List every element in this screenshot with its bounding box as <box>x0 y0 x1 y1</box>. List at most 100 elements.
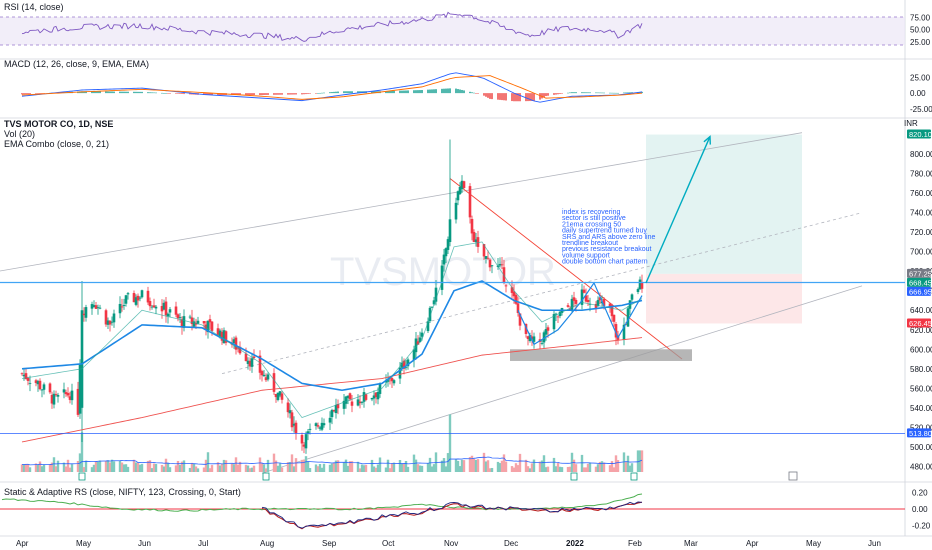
macd-hist-bar <box>533 93 535 101</box>
macd-hist-bar <box>97 91 99 94</box>
volume-bar <box>174 465 178 472</box>
candle-body <box>300 435 304 444</box>
candle-body <box>570 298 574 311</box>
volume-bar <box>106 460 110 472</box>
macd-hist-bar <box>617 92 619 94</box>
candle-body <box>66 393 70 396</box>
volume-bar <box>614 455 618 472</box>
candle-body <box>336 403 340 409</box>
candle-body <box>486 257 490 259</box>
volume-ma-line <box>21 456 643 466</box>
macd-hist-bar <box>501 93 503 101</box>
candle-body <box>206 320 210 333</box>
volume-bar <box>476 459 480 472</box>
time-axis[interactable]: Apr May Jun Jul Aug Sep Oct Nov Dec 2022 Feb Mar Apr… <box>16 539 881 548</box>
candle-body <box>190 317 194 324</box>
macd-hist-bar <box>37 93 39 94</box>
macd-hist-bar <box>573 92 575 94</box>
candle-body <box>582 289 586 293</box>
volume-bar <box>630 463 634 472</box>
macd-hist-bar <box>503 93 505 101</box>
macd-hist-bar <box>419 90 421 94</box>
grid-lines <box>0 0 932 537</box>
rsi-tick-label: 25.00 <box>910 38 931 47</box>
volume-bar <box>496 461 500 472</box>
candle-body <box>518 313 522 326</box>
earnings-flag <box>570 472 578 481</box>
volume-bar <box>626 455 630 472</box>
volume-bar <box>616 460 620 472</box>
channel-upper-line <box>0 132 803 272</box>
candle-body <box>376 391 380 400</box>
volume-label[interactable]: Vol (20) <box>4 129 35 139</box>
macd-hist-bar <box>29 93 31 94</box>
volume-bar <box>38 461 42 472</box>
future-earnings-flag <box>788 471 798 481</box>
volume-bar <box>360 464 364 472</box>
macd-hist-bar <box>167 93 169 94</box>
macd-hist-bar <box>321 92 323 94</box>
macd-hist-bar <box>525 93 527 102</box>
volume-bar <box>318 464 322 472</box>
volume-bar <box>374 467 378 472</box>
candle-body <box>202 321 206 324</box>
macd-hist-bar <box>237 93 239 95</box>
macd-hist-bar <box>275 93 277 95</box>
candle-body <box>80 310 84 408</box>
candle-body <box>594 304 598 309</box>
macd-hist-bar <box>429 89 431 94</box>
price-tag-text: 668.45 <box>909 278 932 287</box>
earnings-flag <box>630 472 638 481</box>
volume-bar <box>280 467 284 472</box>
currency-label: INR <box>904 119 918 128</box>
macd-hist-bar <box>345 91 347 94</box>
candle-body <box>152 305 156 308</box>
candle-body <box>188 316 192 318</box>
volume-bar <box>514 463 518 472</box>
macd-hist-bar <box>349 91 351 94</box>
candle-body <box>596 300 600 307</box>
macd-hist-bar <box>123 91 125 94</box>
macd-hist-bar <box>595 92 597 94</box>
macd-hist-bar <box>261 93 263 95</box>
support-zone <box>510 349 692 361</box>
macd-tick-label: -25.00 <box>910 105 932 114</box>
macd-hist-bar <box>559 93 561 94</box>
candle-body <box>458 186 462 194</box>
macd-hist-bar <box>391 90 393 94</box>
candle-body <box>558 311 562 317</box>
candle-body <box>488 259 492 268</box>
candle-body <box>334 404 338 414</box>
ema-label[interactable]: EMA Combo (close, 0, 21) <box>4 139 109 149</box>
volume-bar <box>552 457 556 472</box>
macd-hist-bar <box>179 93 181 94</box>
volume-bar <box>342 462 346 472</box>
candle-body <box>280 393 284 400</box>
volume-bar <box>428 457 432 472</box>
macd-hist-bar <box>401 90 403 94</box>
macd-hist-bar <box>85 91 87 94</box>
analysis-note: sector is still positive <box>562 215 626 222</box>
arrow-head <box>703 135 712 145</box>
candle-body <box>418 337 422 343</box>
macd-hist-bar <box>139 91 141 94</box>
volume-bar <box>384 467 388 472</box>
macd-hist-bar <box>149 92 151 94</box>
macd-hist-bar <box>627 92 629 94</box>
candle-body <box>444 248 448 257</box>
candle-body <box>514 294 518 304</box>
candle-body <box>320 422 324 430</box>
volume-bar <box>320 467 324 472</box>
price-tag-text: 626.45 <box>909 319 932 328</box>
volume-bar <box>472 458 476 472</box>
macd-hist-bar <box>583 92 585 94</box>
symbol-title[interactable]: TVS MOTOR CO, 1D, NSE <box>4 119 113 129</box>
stop-box <box>646 273 802 324</box>
volume-bar <box>210 465 214 472</box>
volume-bar <box>430 466 434 472</box>
volume-bar <box>20 464 24 472</box>
macd-line <box>21 72 643 103</box>
candle-body <box>68 396 72 400</box>
